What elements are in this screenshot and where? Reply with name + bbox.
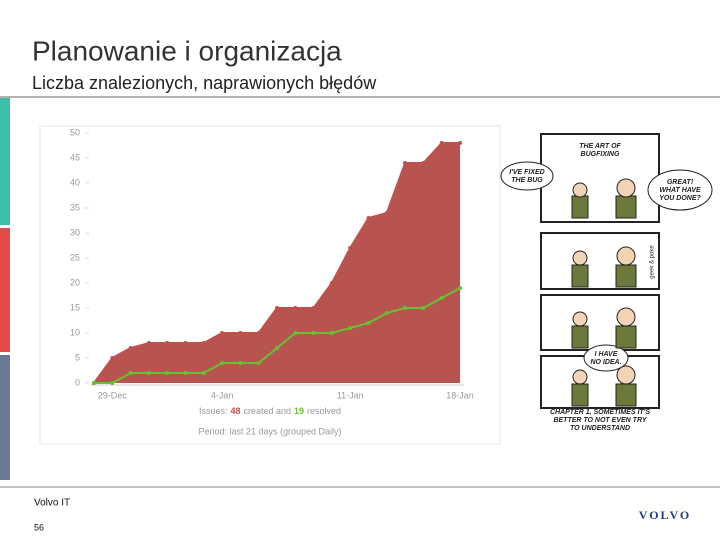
point bbox=[275, 306, 279, 310]
page-number: 56 bbox=[34, 522, 44, 532]
speech-bubble bbox=[647, 169, 713, 211]
comic-panel bbox=[540, 294, 660, 351]
point bbox=[256, 361, 261, 365]
point bbox=[146, 371, 151, 375]
point bbox=[165, 341, 170, 345]
point bbox=[183, 371, 188, 375]
comic-text: I'VE FIXED bbox=[509, 169, 545, 176]
slide-title: Planowanie i organizacja bbox=[32, 35, 342, 66]
y-tick-label: 5 bbox=[75, 352, 80, 362]
caption: Issues: 48 created and 19 resolved bbox=[199, 406, 341, 416]
caption-part: created and bbox=[243, 406, 291, 416]
comic-text: BETTER TO NOT EVEN TRY bbox=[553, 417, 647, 424]
point bbox=[201, 341, 206, 345]
point bbox=[403, 161, 408, 165]
point bbox=[439, 296, 444, 300]
comic-panel bbox=[540, 133, 660, 223]
comic-text: THE ART OF bbox=[579, 143, 621, 150]
point bbox=[348, 326, 353, 330]
caption: Period: last 21 days (grouped Daily) bbox=[198, 426, 341, 436]
point bbox=[366, 216, 371, 220]
slide-subtitle: Liczba znalezionych, naprawionych błędów bbox=[32, 73, 377, 93]
point bbox=[128, 346, 133, 350]
y-tick-label: 15 bbox=[70, 302, 80, 312]
point bbox=[439, 141, 444, 145]
footer-text: Volvo IT bbox=[34, 498, 70, 509]
y-tick-label: 40 bbox=[70, 177, 80, 187]
chart: 0 5 10 15 20 25 30 35 40 45 50 29-Dec 4-Jan 11-Jan 18-… bbox=[70, 127, 474, 436]
y-tick-label: 25 bbox=[70, 252, 80, 262]
point bbox=[421, 161, 426, 165]
speech-bubble bbox=[583, 344, 629, 372]
y-tick-label: 45 bbox=[70, 152, 80, 162]
y-tick-label: 50 bbox=[70, 127, 80, 137]
point bbox=[275, 346, 279, 350]
comic-credit: geek & poke bbox=[650, 245, 656, 279]
comic-text: THE BUG bbox=[511, 177, 543, 184]
point bbox=[256, 331, 261, 335]
point bbox=[128, 371, 133, 375]
point bbox=[146, 341, 151, 345]
point bbox=[329, 331, 334, 335]
point bbox=[293, 331, 298, 335]
y-tick-label: 20 bbox=[70, 277, 80, 287]
side-bar bbox=[0, 355, 10, 480]
point bbox=[329, 281, 334, 285]
point bbox=[183, 341, 188, 345]
y-tick-label: 0 bbox=[75, 377, 80, 387]
point bbox=[238, 361, 243, 365]
side-bar bbox=[0, 98, 10, 225]
point bbox=[311, 306, 316, 310]
y-tick-label: 35 bbox=[70, 202, 80, 212]
point bbox=[220, 331, 225, 335]
comic-text: WHAT HAVE bbox=[659, 187, 701, 194]
comic-panel bbox=[540, 232, 660, 290]
point bbox=[201, 371, 206, 375]
point bbox=[110, 381, 115, 385]
logo: VOLVO bbox=[639, 508, 691, 522]
speech-bubble bbox=[500, 161, 554, 191]
point bbox=[366, 321, 371, 325]
point bbox=[293, 306, 298, 310]
comic-text: GREAT! bbox=[667, 179, 694, 186]
point bbox=[110, 356, 115, 360]
point bbox=[238, 331, 243, 335]
comic-text: CHAPTER 1, SOMETIMES IT'S bbox=[550, 409, 650, 416]
comic-text: YOU DONE? bbox=[659, 195, 701, 202]
x-tick-label: 11-Jan bbox=[337, 390, 364, 400]
point bbox=[165, 371, 170, 375]
y-tick-label: 10 bbox=[70, 327, 80, 337]
comic-text: I HAVE bbox=[595, 351, 618, 358]
x-tick-label: 29-Dec bbox=[98, 390, 128, 400]
point bbox=[311, 331, 316, 335]
caption-part: 48 bbox=[230, 406, 240, 416]
caption-part: resolved bbox=[307, 406, 341, 416]
caption-part: Issues: bbox=[199, 406, 228, 416]
caption-part: 19 bbox=[294, 406, 304, 416]
x-tick-label: 18-Jan bbox=[446, 390, 474, 400]
point bbox=[421, 306, 426, 310]
point bbox=[403, 306, 408, 310]
point bbox=[220, 361, 225, 365]
point bbox=[384, 311, 389, 315]
comic-text: BUGFIXING bbox=[581, 151, 620, 158]
side-bar bbox=[0, 228, 10, 352]
comic-heads bbox=[572, 178, 636, 385]
x-tick-label: 4-Jan bbox=[211, 390, 234, 400]
point bbox=[458, 286, 462, 290]
comic-text: NO IDEA. bbox=[590, 359, 621, 366]
point bbox=[458, 141, 462, 145]
point bbox=[92, 381, 96, 385]
y-tick-label: 30 bbox=[70, 227, 80, 237]
point bbox=[348, 246, 353, 250]
comic-text: TO UNDERSTAND bbox=[570, 425, 630, 432]
point bbox=[384, 211, 389, 215]
